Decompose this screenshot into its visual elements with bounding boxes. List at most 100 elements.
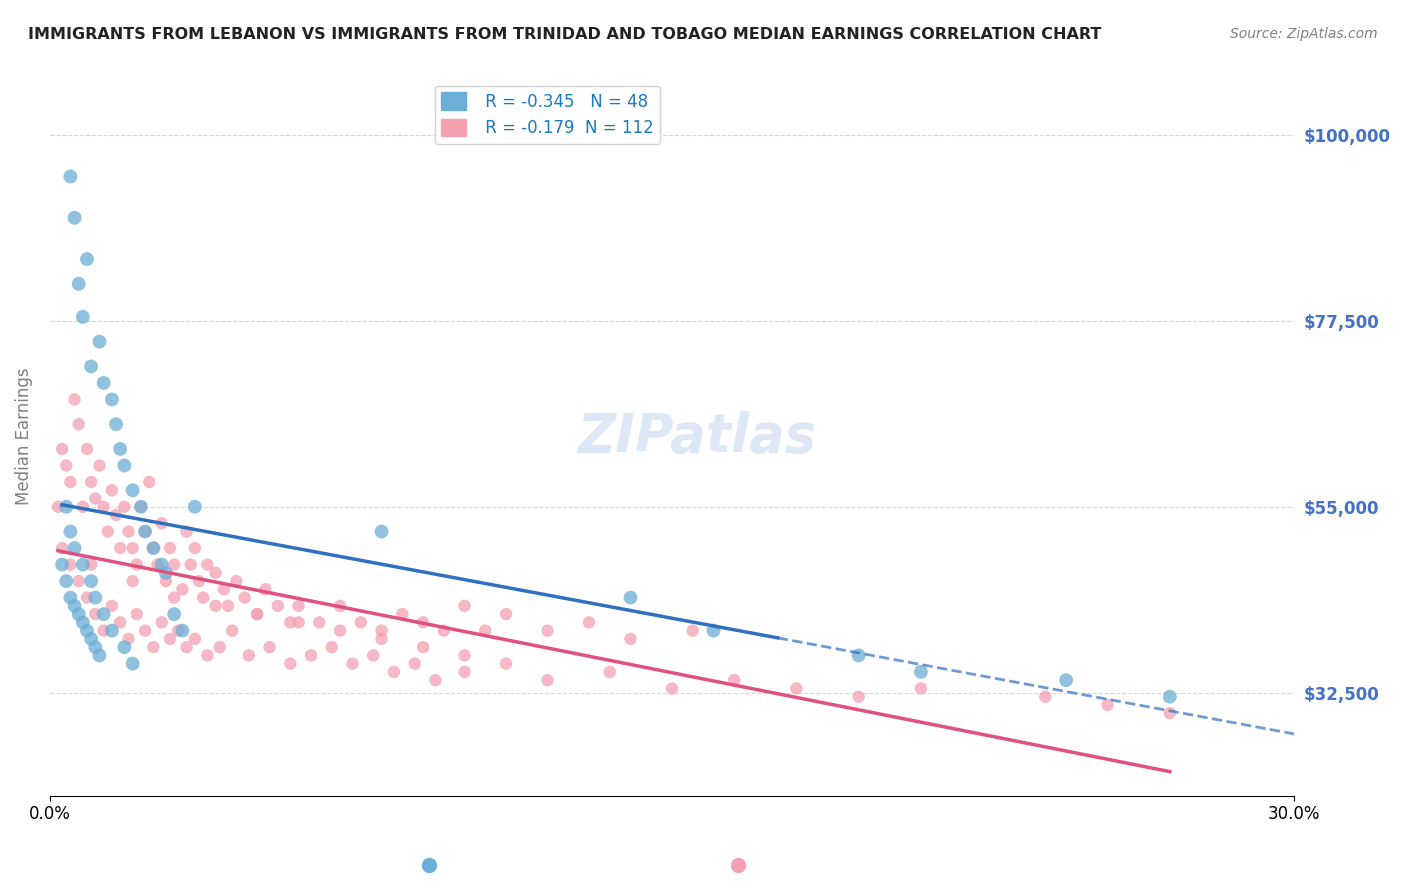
Point [117, 632, 139, 646]
Point [299, 648, 322, 663]
Point [287, 615, 309, 630]
Point [682, 624, 704, 638]
Point [105, 417, 128, 432]
Point [80, 632, 103, 646]
Point [129, 500, 152, 514]
Point [382, 665, 405, 679]
Point [163, 558, 186, 572]
Point [112, 500, 135, 514]
Point [150, 558, 173, 572]
Point [101, 624, 124, 638]
Point [204, 599, 226, 613]
Point [63, 541, 86, 555]
Point [89, 334, 111, 349]
Point [370, 624, 392, 638]
Point [101, 392, 124, 407]
Point [204, 566, 226, 580]
Point [142, 541, 165, 555]
Point [55, 458, 77, 473]
Point [121, 483, 143, 498]
Point [1159, 690, 1181, 704]
Point [72, 615, 94, 630]
Point [329, 624, 352, 638]
Point [125, 558, 148, 572]
Point [180, 558, 202, 572]
Point [101, 483, 124, 498]
Point [404, 657, 426, 671]
Point [108, 615, 131, 630]
Point [121, 657, 143, 671]
Point [72, 500, 94, 514]
Point [412, 640, 434, 654]
Point [287, 599, 309, 613]
Point [84, 591, 107, 605]
Point [76, 252, 98, 266]
Point [361, 648, 384, 663]
Point [536, 673, 558, 688]
Point [93, 500, 115, 514]
Point [433, 624, 456, 638]
Point [321, 640, 343, 654]
Point [138, 475, 160, 489]
Legend:  R = -0.345   N = 48,  R = -0.179  N = 112: R = -0.345 N = 48, R = -0.179 N = 112 [434, 86, 661, 144]
Point [212, 582, 235, 597]
Point [59, 169, 82, 184]
Point [105, 508, 128, 522]
Point [112, 640, 135, 654]
Point [134, 524, 156, 539]
Point [184, 632, 207, 646]
Text: Source: ZipAtlas.com: Source: ZipAtlas.com [1230, 27, 1378, 41]
Point [453, 648, 475, 663]
Point [108, 442, 131, 456]
Point [63, 392, 86, 407]
Point [51, 541, 73, 555]
Point [188, 574, 211, 588]
Point [1159, 706, 1181, 721]
Point [278, 615, 301, 630]
Point [89, 458, 111, 473]
Point [308, 615, 330, 630]
Point [80, 574, 103, 588]
Point [72, 310, 94, 324]
Point [195, 648, 218, 663]
Point [1097, 698, 1119, 712]
Point [193, 591, 215, 605]
Point [121, 541, 143, 555]
Point [370, 632, 392, 646]
Point [221, 624, 243, 638]
Point [84, 607, 107, 621]
Y-axis label: Median Earnings: Median Earnings [15, 368, 32, 506]
Point [163, 591, 186, 605]
Point [51, 558, 73, 572]
Point [329, 599, 352, 613]
Point [134, 524, 156, 539]
Point [848, 648, 870, 663]
Point [59, 524, 82, 539]
Point [67, 277, 90, 291]
Point [184, 500, 207, 514]
Point [76, 442, 98, 456]
Point [238, 648, 260, 663]
Point [117, 524, 139, 539]
Point [112, 458, 135, 473]
Point [129, 500, 152, 514]
Point [59, 475, 82, 489]
Point [278, 657, 301, 671]
Point [72, 558, 94, 572]
Point [785, 681, 807, 696]
Point [76, 624, 98, 638]
Point [370, 524, 392, 539]
Point [619, 591, 641, 605]
Point [267, 599, 290, 613]
Point [146, 558, 169, 572]
Point [259, 640, 281, 654]
Point [1054, 673, 1077, 688]
Point [80, 475, 103, 489]
Point [195, 558, 218, 572]
Point [1033, 690, 1056, 704]
Point [172, 624, 194, 638]
Point [55, 574, 77, 588]
Point [59, 558, 82, 572]
Point [172, 582, 194, 597]
Point [225, 574, 247, 588]
